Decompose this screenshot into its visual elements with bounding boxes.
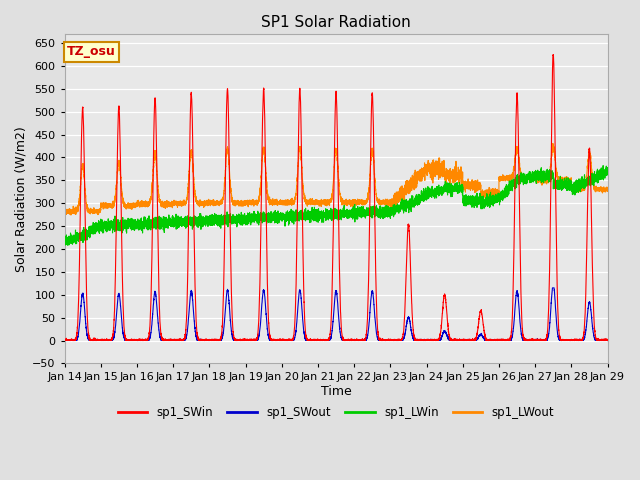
sp1_SWout <box>548 285 556 291</box>
Line: sp1_LWin: sp1_LWin <box>65 166 607 245</box>
sp1_SWout <box>245 337 253 343</box>
sp1_LWin <box>599 163 607 168</box>
sp1_LWout <box>61 208 68 214</box>
Line: sp1_SWin: sp1_SWin <box>65 55 607 340</box>
sp1_SWout <box>61 337 68 343</box>
sp1_SWin <box>317 337 325 343</box>
Title: SP1 Solar Radiation: SP1 Solar Radiation <box>261 15 411 30</box>
Line: sp1_SWout: sp1_SWout <box>65 288 607 340</box>
sp1_SWout <box>458 337 465 343</box>
sp1_LWin <box>64 242 72 248</box>
sp1_SWin <box>245 337 253 343</box>
sp1_SWin <box>473 332 481 338</box>
sp1_LWout <box>245 198 253 204</box>
sp1_SWout <box>317 337 325 343</box>
sp1_SWin <box>61 337 68 343</box>
sp1_SWout <box>473 336 481 342</box>
sp1_LWout <box>574 188 582 194</box>
Line: sp1_LWout: sp1_LWout <box>65 144 607 215</box>
sp1_SWout <box>604 337 611 343</box>
sp1_LWin <box>581 185 589 191</box>
sp1_SWin <box>604 337 611 343</box>
sp1_LWout <box>473 179 481 184</box>
sp1_LWout <box>604 187 611 192</box>
sp1_LWin <box>574 182 582 188</box>
sp1_LWin <box>245 216 253 222</box>
sp1_LWout <box>317 199 325 205</box>
sp1_LWin <box>61 240 68 246</box>
sp1_LWin <box>317 214 325 219</box>
sp1_SWin <box>549 52 557 58</box>
sp1_LWout <box>581 181 589 187</box>
sp1_SWin <box>581 318 589 324</box>
sp1_LWout <box>458 181 465 187</box>
sp1_LWin <box>604 170 611 176</box>
Legend: sp1_SWin, sp1_SWout, sp1_LWin, sp1_LWout: sp1_SWin, sp1_SWout, sp1_LWin, sp1_LWout <box>113 401 559 423</box>
Text: TZ_osu: TZ_osu <box>67 46 116 59</box>
sp1_LWin <box>473 199 481 204</box>
sp1_SWin <box>458 337 465 343</box>
sp1_SWout <box>581 334 589 340</box>
sp1_LWout <box>549 141 557 146</box>
sp1_SWout <box>574 337 582 343</box>
sp1_LWin <box>458 181 465 187</box>
Y-axis label: Solar Radiation (W/m2): Solar Radiation (W/m2) <box>15 126 28 272</box>
sp1_SWin <box>574 337 582 343</box>
X-axis label: Time: Time <box>321 385 351 398</box>
sp1_LWout <box>67 212 75 218</box>
